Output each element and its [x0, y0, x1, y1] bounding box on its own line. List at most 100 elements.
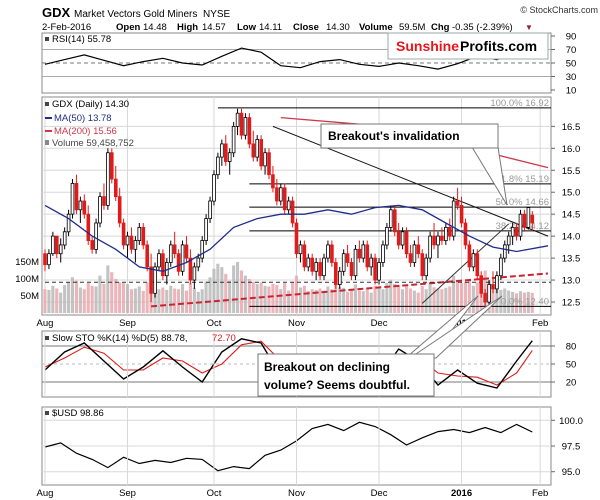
- candle-body: [220, 143, 224, 158]
- candle-body: [333, 262, 338, 285]
- volume-bar: [385, 283, 389, 313]
- candle-body: [361, 244, 366, 259]
- price-axis-tick-label: 13.0: [562, 276, 581, 287]
- volume-bar: [137, 286, 141, 313]
- candle-body: [259, 139, 263, 167]
- volume-bar: [448, 286, 452, 313]
- volume-bar: [365, 288, 369, 313]
- volume-bar: [432, 287, 436, 313]
- candle-body: [188, 257, 193, 281]
- price-axis-tick-label: 15.0: [562, 188, 581, 199]
- ma50-legend-text: MA(50) 13.78: [54, 113, 112, 124]
- x-axis-label: Feb: [532, 318, 548, 329]
- candle-body: [337, 270, 342, 285]
- x-axis-label: Dec: [371, 318, 388, 329]
- volume-bar: [515, 293, 519, 313]
- candle-body: [369, 257, 373, 268]
- volume-bar: [283, 283, 287, 313]
- down-arrow-icon: ▼: [525, 23, 533, 32]
- usd-line: [44, 421, 533, 472]
- volume-bar: [357, 290, 361, 313]
- volume-bar: [141, 290, 145, 313]
- candle-body: [133, 240, 138, 250]
- candle-body: [184, 244, 189, 259]
- x-axis-label: Dec: [371, 488, 388, 499]
- fibonacci-level-label: 50.0% 14.66: [496, 197, 549, 208]
- volume-bar: [236, 262, 240, 313]
- usd-legend: $USD 98.86: [45, 408, 104, 419]
- volume-bar: [511, 291, 515, 313]
- candle-body: [400, 231, 405, 246]
- candle-body: [412, 244, 417, 263]
- candle-body: [121, 222, 126, 246]
- high-label: High: [177, 22, 198, 33]
- quote-date: 2-Feb-2016: [42, 22, 91, 33]
- volume-bar: [377, 287, 381, 313]
- candle-body: [43, 253, 47, 266]
- x-axis-label: Aug: [37, 318, 54, 329]
- volume-bar: [184, 290, 188, 313]
- volume-bar: [129, 289, 133, 313]
- candle-body: [243, 117, 248, 136]
- stochastic-legend-k: Slow STO %K(14) %D(5) 88.78,: [52, 333, 188, 344]
- candle-body: [263, 152, 267, 167]
- volume-bar: [70, 277, 74, 313]
- support-line: [151, 272, 549, 308]
- volume-layer: 150M 100M 50M: [15, 257, 534, 313]
- volume-bar: [239, 270, 243, 313]
- price-axis-tick-label: 14.5: [562, 210, 581, 221]
- stochastic-axis-tick-label: 20: [566, 378, 577, 389]
- volume-bar: [114, 279, 118, 313]
- x-axis-label: Sep: [119, 488, 136, 499]
- volume-bar: [491, 284, 495, 313]
- stochastic-legend-d: 72.70: [212, 333, 236, 344]
- candle-body: [392, 209, 397, 233]
- volume-bar: [102, 284, 106, 313]
- volume-bar: [518, 291, 522, 313]
- volume-bar: [298, 287, 302, 313]
- candle-body: [428, 235, 432, 259]
- volume-bar: [90, 285, 94, 313]
- volume-bar: [499, 289, 503, 313]
- volume-bar: [216, 263, 220, 313]
- candle-body: [141, 226, 146, 246]
- candle-body: [420, 253, 425, 277]
- close-value: 14.30: [326, 22, 350, 33]
- rising-support-line: [421, 223, 510, 304]
- fibonacci-level-label: 100.0% 16.92: [490, 98, 549, 109]
- candle-body: [388, 209, 393, 228]
- candle-body: [55, 235, 59, 255]
- volume-bar: [86, 283, 90, 313]
- candle-body: [62, 231, 67, 246]
- volume-bar: [118, 282, 122, 313]
- candle-body: [196, 257, 201, 268]
- volume-bar: [412, 290, 416, 313]
- volume-bar: [145, 282, 149, 313]
- volume-bar: [47, 289, 51, 313]
- volume-bar: [204, 281, 208, 313]
- usd-legend-swatch: [45, 411, 49, 415]
- candle-body: [436, 235, 440, 246]
- usd-axis-tick-label: 97.5: [562, 442, 581, 453]
- volume-tick-label: 50M: [21, 291, 40, 302]
- volume-bar: [460, 283, 464, 313]
- volume-bar: [98, 275, 102, 313]
- volume-annotation: Breakout on declining volume? Seems doub…: [257, 295, 503, 397]
- volume-bar: [381, 289, 385, 313]
- price-axis-tick-label: 14.0: [562, 232, 581, 243]
- volume-bar: [82, 289, 86, 313]
- candle-body: [74, 182, 79, 211]
- candles-layer: [43, 108, 535, 307]
- candle-body: [483, 292, 487, 303]
- candle-body: [82, 200, 87, 215]
- volume-bar: [405, 286, 409, 313]
- candle-body: [239, 112, 244, 136]
- candle-body: [106, 152, 110, 206]
- volume-bar: [334, 280, 338, 313]
- volume-bar: [373, 285, 377, 313]
- rsi-axis-tick-label: 90: [566, 32, 577, 43]
- volume-bar: [51, 285, 55, 313]
- volume-bar: [349, 289, 353, 313]
- candle-body: [377, 262, 381, 281]
